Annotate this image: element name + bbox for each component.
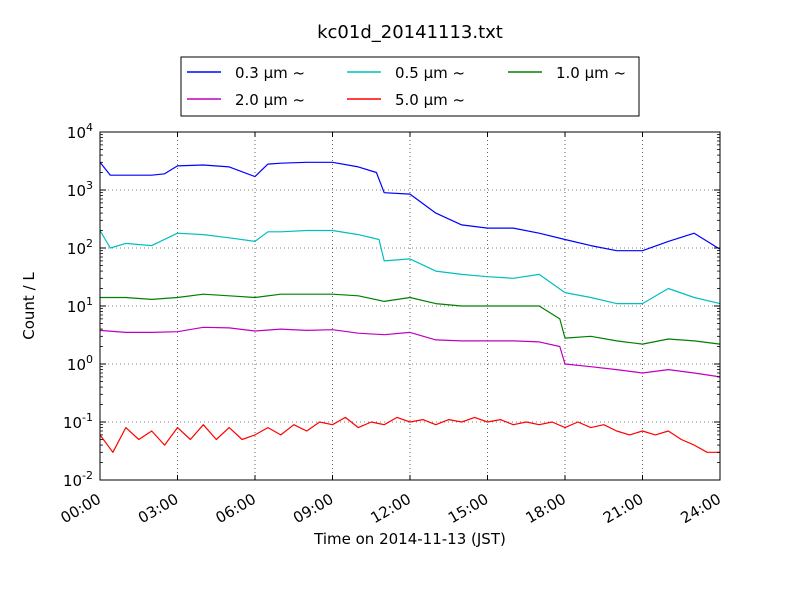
series-lines xyxy=(99,161,721,453)
legend: 0.3 µm ~ 0.5 µm ~ 1.0 µm ~ 2.0 µm ~ 5.0 µm ~ xyxy=(180,56,640,117)
y-tick-label: 100 xyxy=(67,353,93,374)
y-tick-label: 104 xyxy=(67,121,93,142)
y-axis-ticks: 10-2 10-1 100 101 102 103 104 xyxy=(63,121,720,490)
legend-label: 5.0 µm ~ xyxy=(395,91,465,109)
y-tick-label: 10-1 xyxy=(63,411,93,432)
legend-box xyxy=(180,56,640,117)
y-tick-label: 103 xyxy=(67,179,93,200)
y-tick-label: 102 xyxy=(67,237,93,258)
y-tick-label: 10-2 xyxy=(63,469,93,490)
legend-label: 0.5 µm ~ xyxy=(395,64,465,82)
legend-label: 2.0 µm ~ xyxy=(235,91,305,109)
grid xyxy=(100,132,720,480)
chart-title: kc01d_20141113.txt xyxy=(317,22,503,43)
legend-label: 0.3 µm ~ xyxy=(235,64,305,82)
series-line xyxy=(100,293,721,345)
x-axis-label: Time on 2014-11-13 (JST) xyxy=(313,530,506,548)
y-tick-label: 101 xyxy=(67,295,93,316)
series-line xyxy=(99,416,720,453)
series-line xyxy=(99,229,721,305)
y-axis-label: Count / L xyxy=(20,272,38,340)
series-line xyxy=(99,161,721,252)
series-line xyxy=(99,326,721,378)
legend-label: 1.0 µm ~ xyxy=(556,64,626,82)
